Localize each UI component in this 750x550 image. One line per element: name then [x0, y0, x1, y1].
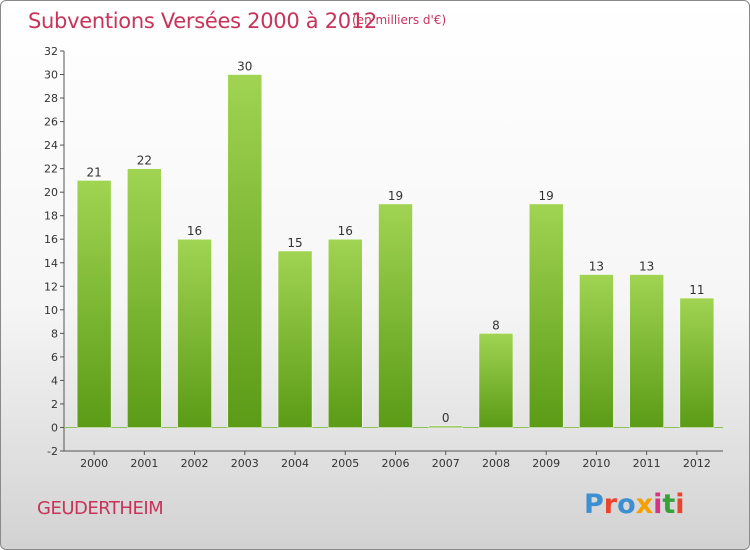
y-tick-label: 30 [44, 69, 58, 82]
y-tick-label: 16 [44, 233, 58, 246]
y-tick-label: 22 [44, 163, 58, 176]
y-tick-label: 32 [44, 45, 58, 58]
y-tick-label: 2 [51, 398, 58, 411]
bar-value-label: 0 [442, 411, 450, 425]
bar-2005 [328, 238, 363, 428]
bar-2007 [428, 425, 463, 428]
bar-2010 [579, 274, 614, 428]
bar-value-label: 21 [86, 165, 101, 179]
bar-2008 [478, 333, 514, 428]
bar-value-label: 11 [689, 283, 704, 297]
bar-value-label: 8 [492, 318, 500, 332]
y-tick-label: 18 [44, 210, 58, 223]
bar-2011 [629, 274, 664, 428]
bar-2000 [76, 180, 112, 428]
logo-letter: o [617, 489, 636, 520]
x-tick-label: 2008 [482, 457, 510, 470]
x-tick-label: 2010 [582, 457, 610, 470]
y-tick-label: 28 [44, 92, 58, 105]
y-tick-label: 8 [51, 327, 58, 340]
x-tick-label: 2004 [281, 457, 309, 470]
logo-letter: x [635, 489, 654, 520]
bar-value-label: 19 [539, 189, 554, 203]
bar-2009 [528, 203, 564, 428]
x-tick-label: 2012 [683, 457, 711, 470]
logo-letter: t [662, 489, 676, 520]
bar-value-label: 15 [287, 236, 302, 250]
y-tick-label: 4 [51, 374, 58, 387]
y-tick-label: 6 [51, 351, 58, 364]
bar-value-label: 16 [187, 224, 202, 238]
bar-value-label: 13 [589, 260, 604, 274]
x-tick-label: 2001 [130, 457, 158, 470]
x-tick-label: 2003 [231, 457, 259, 470]
y-tick-label: 26 [44, 116, 58, 129]
bar-value-label: 19 [388, 189, 403, 203]
x-axis: 2000 2001 2002 2003 2004 2005 2006 2007 2008 2009… [64, 450, 723, 470]
y-tick-label: 24 [44, 139, 58, 152]
x-tick-label: 2006 [382, 457, 410, 470]
bar-value-label: 22 [137, 154, 152, 168]
y-tick-label: 14 [44, 257, 58, 270]
logo-letter: r [603, 489, 618, 520]
y-tick-label: 12 [44, 280, 58, 293]
bar-2003 [227, 74, 263, 428]
bar-2006 [378, 203, 413, 428]
y-tick-label: 20 [44, 186, 58, 199]
bar-2001 [127, 168, 162, 428]
x-tick-label: 2005 [331, 457, 359, 470]
x-tick-label: 2009 [532, 457, 560, 470]
y-tick-label: 0 [51, 421, 58, 434]
bar-value-label: 13 [639, 260, 654, 274]
bar-2004 [277, 250, 313, 428]
x-tick-label: 2007 [432, 457, 460, 470]
logo-letter: P [584, 489, 604, 520]
y-tick-label: -2 [47, 445, 58, 458]
bars: 21 22 16 30 15 16 19 0 8 19 13 13 11 [76, 60, 715, 428]
chart-title: Subventions Versées 2000 à 2012 [28, 9, 377, 33]
commune-name: GEUDERTHEIM [37, 498, 164, 519]
logo-letter: i [675, 489, 685, 520]
bar-value-label: 16 [338, 224, 353, 238]
logo-letter: i [653, 489, 663, 520]
x-tick-label: 2002 [181, 457, 209, 470]
bar-2002 [177, 238, 212, 428]
chart-subtitle: (en milliers d'€) [352, 13, 447, 27]
y-tick-label: 10 [44, 304, 58, 317]
x-tick-label: 2000 [80, 457, 108, 470]
x-tick-label: 2011 [633, 457, 661, 470]
bar-value-label: 30 [237, 60, 252, 74]
proxiti-logo[interactable]: Proxiti [584, 489, 685, 520]
bar-2012 [679, 297, 715, 428]
